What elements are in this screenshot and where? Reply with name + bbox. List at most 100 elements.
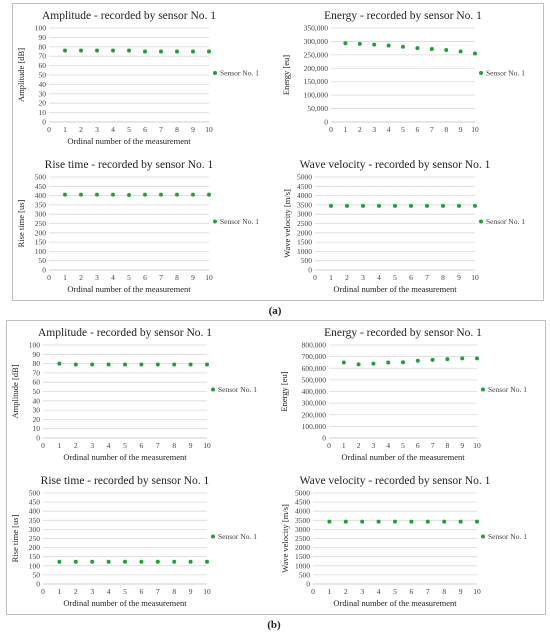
data-point	[73, 559, 78, 564]
data-point	[393, 203, 397, 208]
data-point	[123, 362, 127, 367]
data-point	[111, 48, 115, 53]
data-point	[425, 203, 429, 208]
data-point	[79, 48, 83, 53]
x-tick-label: 7	[156, 587, 160, 596]
data-point	[445, 357, 450, 362]
y-axis-label: Energy [eu]	[279, 371, 289, 411]
x-tick-label: 9	[191, 125, 195, 134]
x-axis-label: Ordinal number of the measurement	[333, 598, 457, 608]
data-point	[386, 43, 391, 48]
y-tick-label: 50	[33, 570, 41, 579]
chart-title: Amplitude - recorded by sensor No. 1	[38, 327, 212, 339]
y-tick-label: 1000	[297, 247, 312, 256]
x-tick-label: 2	[74, 441, 78, 450]
data-point	[357, 41, 362, 46]
y-tick-label: 200,000	[302, 410, 327, 419]
x-tick-label: 1	[344, 125, 348, 134]
x-tick-label: 4	[111, 125, 115, 134]
data-point	[127, 48, 131, 53]
x-tick-label: 8	[441, 273, 445, 282]
data-point	[57, 361, 62, 366]
y-axis-label: Amplitude [dB]	[10, 364, 20, 418]
x-tick-label: 10	[205, 273, 213, 282]
y-tick-label: 500	[299, 570, 311, 579]
data-point	[143, 49, 147, 54]
y-tick-label: 10	[39, 108, 47, 117]
y-tick-label: 200	[29, 543, 41, 552]
legend-label: Sensor No. 1	[218, 385, 257, 394]
chart-a-energy: Energy - recorded by sensor No. 1 0 50,000…	[281, 10, 525, 134]
x-tick-label: 3	[90, 441, 94, 450]
y-tick-label: 500	[29, 489, 41, 498]
data-point	[341, 360, 346, 365]
y-tick-label: 350	[35, 200, 47, 209]
y-tick-label: 0	[324, 118, 328, 127]
x-tick-label: 3	[372, 125, 376, 134]
data-point	[409, 519, 414, 524]
x-tick-label: 10	[471, 125, 479, 134]
y-tick-label: 10	[33, 424, 41, 433]
data-point	[63, 48, 67, 53]
y-tick-label: 30	[33, 406, 41, 415]
chart-title: Wave velocity - recorded by sensor No. 1	[300, 475, 491, 487]
chart-title: Energy - recorded by sensor No. 1	[324, 10, 482, 22]
chart-title: Rise time - recorded by sensor No. 1	[45, 159, 214, 171]
y-tick-label: 50	[39, 256, 47, 265]
x-tick-label: 6	[143, 273, 147, 282]
legend-label: Sensor No. 1	[218, 532, 257, 541]
x-tick-label: 6	[409, 273, 413, 282]
y-tick-label: 4000	[297, 191, 312, 200]
data-point	[475, 519, 479, 524]
x-tick-label: 0	[329, 125, 333, 134]
data-point	[372, 42, 377, 47]
data-point	[386, 360, 391, 365]
y-tick-label: 250	[29, 534, 41, 543]
data-point	[159, 192, 163, 197]
x-tick-label: 8	[446, 441, 450, 450]
x-tick-label: 0	[47, 125, 51, 134]
x-tick-label: 1	[328, 587, 332, 596]
y-axis-label: Wave velocity [m/s]	[282, 189, 292, 258]
data-point	[63, 192, 67, 197]
x-tick-label: 5	[123, 441, 127, 450]
legend-marker	[481, 534, 485, 539]
data-point	[95, 192, 99, 197]
y-tick-label: 5000	[295, 489, 310, 498]
x-tick-label: 8	[175, 125, 179, 134]
data-point	[430, 357, 435, 362]
data-point	[139, 559, 144, 564]
data-point	[376, 519, 381, 524]
data-point	[175, 49, 179, 54]
y-tick-label: 5000	[297, 173, 312, 182]
chart-a-rise-time: Rise time - recorded by sensor No. 10501…	[16, 159, 259, 294]
x-tick-label: 7	[156, 441, 160, 450]
y-tick-label: 500	[301, 256, 313, 265]
y-tick-label: 4500	[297, 182, 312, 191]
y-tick-label: 20	[39, 99, 47, 108]
chart-a-wave-velocity: Wave velocity - recorded by sensor No. 1…	[282, 159, 525, 294]
data-point	[356, 362, 361, 367]
x-tick-label: 3	[360, 587, 364, 596]
x-tick-label: 9	[460, 441, 464, 450]
y-tick-label: 100	[29, 341, 41, 350]
data-point	[415, 358, 420, 363]
x-tick-label: 3	[361, 273, 365, 282]
y-tick-label: 150	[29, 552, 41, 561]
y-tick-label: 0	[36, 580, 40, 589]
y-tick-label: 300,000	[302, 399, 327, 408]
legend-label: Sensor No. 1	[220, 217, 259, 226]
x-tick-label: 7	[159, 125, 163, 134]
subfigure-label-b: (b)	[267, 619, 281, 631]
x-tick-label: 9	[459, 587, 463, 596]
x-tick-label: 4	[377, 587, 381, 596]
y-tick-label: 500	[35, 173, 47, 182]
x-tick-label: 10	[205, 125, 213, 134]
legend-marker	[211, 387, 215, 392]
data-point	[473, 51, 477, 56]
x-tick-label: 5	[393, 273, 397, 282]
y-tick-label: 90	[33, 350, 41, 359]
data-point	[191, 192, 195, 197]
data-point	[106, 362, 111, 367]
chart-title: Amplitude - recorded by sensor No. 1	[42, 10, 216, 22]
